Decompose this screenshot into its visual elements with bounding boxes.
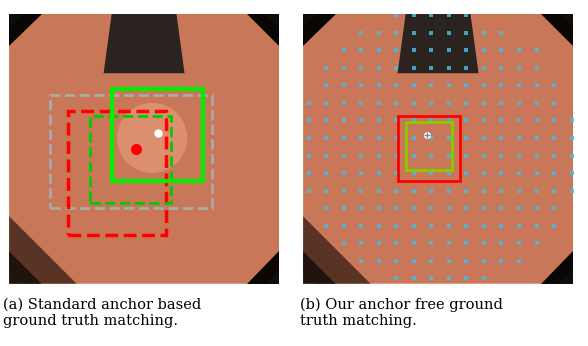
Polygon shape [246, 251, 279, 284]
Polygon shape [540, 251, 573, 284]
Polygon shape [9, 251, 42, 284]
Bar [49, 95, 212, 208]
Bar [68, 111, 166, 235]
Circle shape [117, 103, 187, 173]
Bar [90, 116, 171, 203]
Bar [112, 89, 203, 181]
Text: (b) Our anchor free ground
truth matching.: (b) Our anchor free ground truth matchin… [300, 298, 503, 328]
Polygon shape [9, 14, 279, 284]
Polygon shape [303, 216, 370, 284]
Bar [406, 122, 452, 170]
Bar [397, 116, 460, 181]
Polygon shape [103, 14, 185, 73]
Polygon shape [303, 14, 336, 46]
Text: (a) Standard anchor based
ground truth matching.: (a) Standard anchor based ground truth m… [3, 298, 201, 328]
Polygon shape [540, 14, 573, 46]
Polygon shape [303, 14, 573, 284]
Polygon shape [397, 14, 479, 73]
Polygon shape [303, 251, 336, 284]
Polygon shape [9, 14, 42, 46]
Polygon shape [246, 14, 279, 46]
Polygon shape [9, 216, 76, 284]
